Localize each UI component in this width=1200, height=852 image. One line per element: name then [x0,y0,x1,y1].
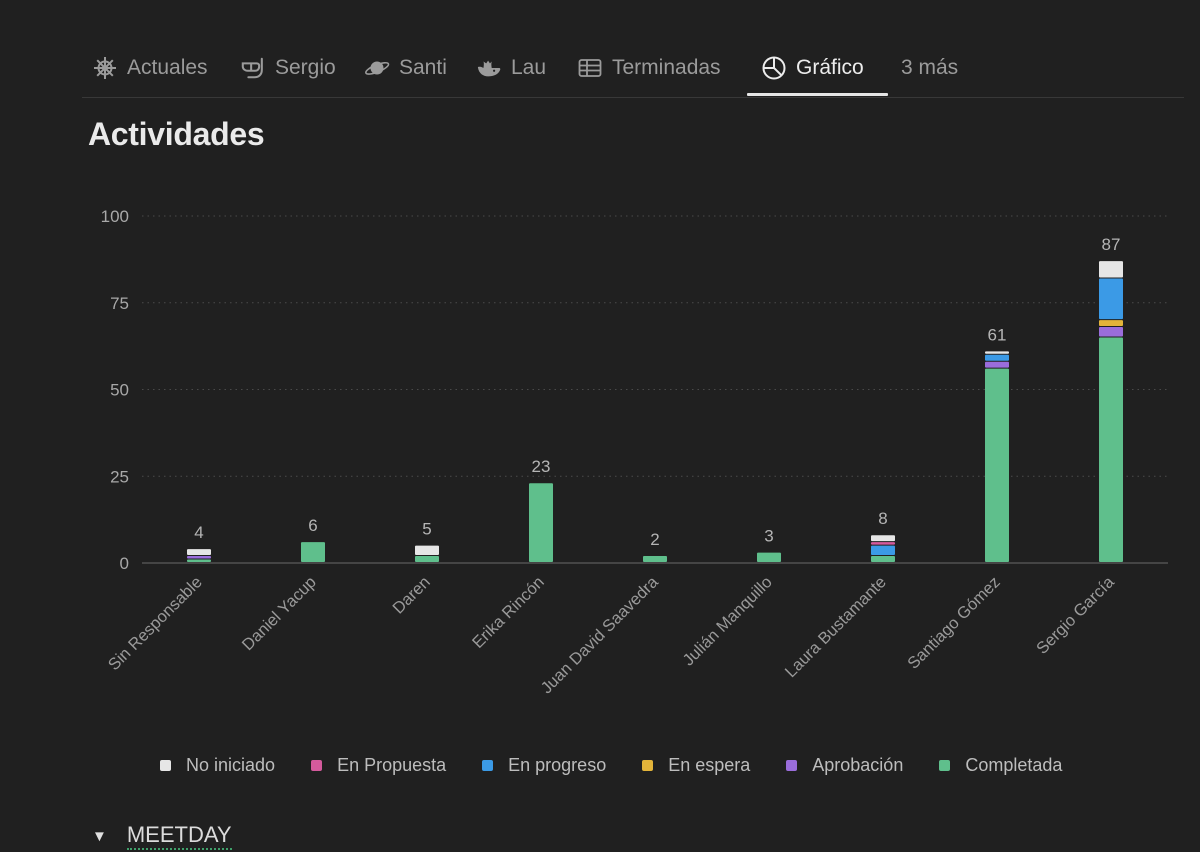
tab-label: Terminadas [612,56,721,79]
bar-segment [1099,320,1123,327]
section-label: MEETDAY [126,822,232,850]
tab-label: Gráfico [796,56,864,79]
bar-segment [1099,278,1123,320]
bar-segment [871,542,895,545]
x-tick-label: Laura Bustamante [782,573,890,681]
legend-swatch [786,759,798,771]
bar-total-label: 61 [988,325,1007,344]
bar-total-label: 8 [878,509,887,528]
x-tick-label: Juan David Saavedra [538,573,663,698]
x-tick-label: Sin Responsable [105,573,206,674]
bar-segment [871,545,895,556]
bar-segment [187,559,211,562]
bar-segment [1099,261,1123,278]
tab-label: Santi [399,56,447,79]
y-tick-label: 100 [101,207,129,226]
x-tick-label: Daniel Yacup [239,573,320,654]
tab-terminadas[interactable]: Terminadas [577,50,721,86]
bar-segment [871,535,895,542]
tab-label: Actuales [127,56,208,79]
bar-segment [187,556,211,559]
bar-segment [985,351,1009,354]
legend-label: No iniciado [186,754,276,775]
legend-swatch [482,759,494,771]
snorkel-mask-icon [240,55,266,81]
x-tick-label: Daren [389,573,434,618]
triangle-down-icon: ▼ [92,827,107,845]
tab-label: 3 más [901,56,959,79]
meetday-section-toggle[interactable]: ▼ MEETDAY [92,822,232,850]
legend-swatch [642,759,654,771]
bar-total-label: 4 [194,523,203,542]
bar-segment [415,556,439,562]
x-tick-label: Julián Manquillo [679,573,775,669]
legend-item-en-progreso: En progreso [482,755,606,776]
legend-label: En espera [668,754,751,775]
bar-segment [1099,337,1123,562]
legend-label: En progreso [508,754,607,775]
tab-sergio[interactable]: Sergio [240,50,336,86]
bar-segment [985,368,1009,562]
legend-swatch [311,759,323,771]
bar-segment [871,556,895,562]
x-tick-label: Erika Rincón [469,573,548,652]
legend-item-en-propuesta: En Propuesta [311,755,446,776]
bar-segment [757,552,781,562]
bar-segment [1099,327,1123,337]
y-tick-label: 50 [110,381,129,400]
tab-actuales[interactable]: Actuales [92,50,208,86]
bar-segment [415,545,439,556]
bar-total-label: 2 [650,530,659,549]
legend-item-aprobacion: Aprobación [786,755,903,776]
x-tick-label: Santiago Gómez [904,573,1004,673]
legend-swatch [939,759,951,771]
pie-chart-icon [761,55,787,81]
legend-item-completada: Completada [939,755,1062,776]
chart-legend: No iniciado En Propuesta En progreso En … [160,752,1098,778]
tab-grafico[interactable]: Gráfico [761,50,864,86]
bar-total-label: 6 [308,516,317,535]
bar-segment [301,542,325,562]
legend-label: Completada [965,754,1063,775]
bar-total-label: 87 [1102,235,1121,254]
x-tick-label: Sergio García [1033,573,1118,658]
ringed-planet-icon [364,55,390,81]
view-tabs: Actuales Sergio Santi Lau [82,40,1184,98]
tab-label: Lau [511,56,547,79]
bar-segment [985,354,1009,361]
table-icon [577,55,603,81]
active-tab-indicator [747,93,888,96]
bar-segment [187,549,211,556]
y-tick-label: 25 [110,467,129,486]
legend-item-no-iniciado: No iniciado [160,755,275,776]
bar-total-label: 23 [532,457,551,476]
legend-label: En Propuesta [337,754,447,775]
tab-more[interactable]: 3 más [901,50,958,86]
legend-item-en-espera: En espera [642,755,750,776]
whale-icon [476,55,502,81]
tab-santi[interactable]: Santi [364,50,447,86]
tab-label: Sergio [275,56,336,79]
legend-label: Aprobación [812,754,904,775]
stacked-bar-chart: 0 25 50 75 100 4 Sin Responsable 6 Daniel Yacup 5… [101,207,1168,698]
page-title: Actividades [88,116,265,152]
bar-segment [529,483,553,562]
bar-segment [643,556,667,562]
tab-lau[interactable]: Lau [476,50,546,86]
y-tick-label: 0 [120,554,129,573]
legend-swatch [160,759,171,771]
helm-wheel-icon [92,55,118,81]
bar-total-label: 3 [764,527,773,546]
bar-total-label: 5 [422,520,431,539]
bar-segment [985,361,1009,368]
y-tick-label: 75 [110,294,129,313]
